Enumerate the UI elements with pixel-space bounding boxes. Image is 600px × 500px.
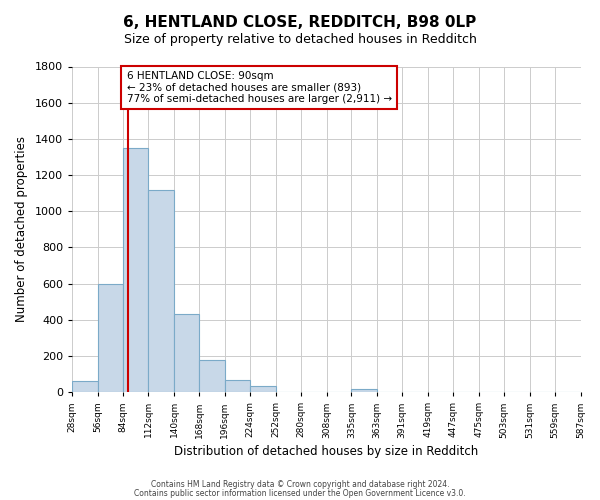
Bar: [72, 382, 98, 392]
Bar: [148, 190, 174, 392]
Text: 6, HENTLAND CLOSE, REDDITCH, B98 0LP: 6, HENTLAND CLOSE, REDDITCH, B98 0LP: [124, 15, 476, 30]
Bar: [250, 386, 276, 392]
Bar: [174, 314, 199, 392]
Text: Contains HM Land Registry data © Crown copyright and database right 2024.: Contains HM Land Registry data © Crown c…: [151, 480, 449, 489]
Bar: [352, 388, 377, 392]
Bar: [199, 360, 225, 392]
Text: Size of property relative to detached houses in Redditch: Size of property relative to detached ho…: [124, 32, 476, 46]
Bar: [98, 284, 123, 392]
Text: Contains public sector information licensed under the Open Government Licence v3: Contains public sector information licen…: [134, 489, 466, 498]
X-axis label: Distribution of detached houses by size in Redditch: Distribution of detached houses by size …: [174, 444, 478, 458]
Text: 6 HENTLAND CLOSE: 90sqm
← 23% of detached houses are smaller (893)
77% of semi-d: 6 HENTLAND CLOSE: 90sqm ← 23% of detache…: [127, 71, 392, 104]
Y-axis label: Number of detached properties: Number of detached properties: [15, 136, 28, 322]
Bar: [225, 380, 250, 392]
Bar: [123, 148, 148, 392]
